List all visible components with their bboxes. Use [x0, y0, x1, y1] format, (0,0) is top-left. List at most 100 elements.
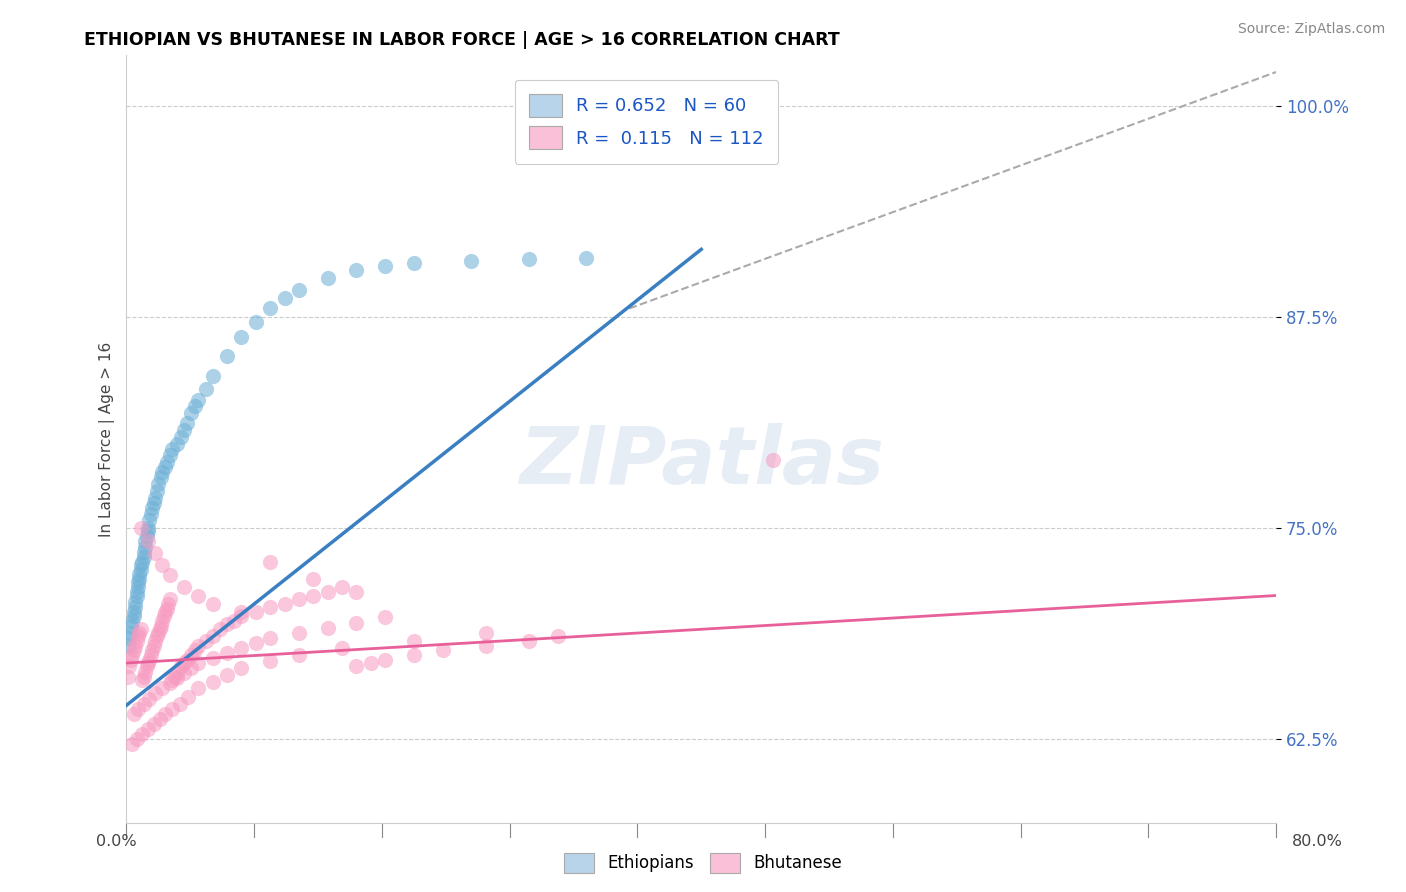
Point [231, 661, 253, 675]
Point [124, 595, 146, 609]
Point [187, 639, 209, 653]
Point [118, 659, 141, 673]
Point [273, 291, 295, 305]
Point [122, 608, 145, 623]
Point [575, 251, 598, 265]
Point [259, 654, 281, 668]
Point [132, 669, 155, 683]
Text: 80.0%: 80.0% [1292, 834, 1343, 849]
Point [136, 534, 159, 549]
Legend: Ethiopians, Bhutanese: Ethiopians, Bhutanese [557, 847, 849, 880]
Point [517, 634, 540, 648]
Point [128, 572, 150, 586]
Point [156, 602, 179, 616]
Point [180, 648, 202, 662]
Point [208, 622, 231, 636]
Point [245, 315, 267, 329]
Point [125, 634, 148, 648]
Point [194, 634, 217, 648]
Point [245, 606, 267, 620]
Point [134, 540, 156, 554]
Point [245, 636, 267, 650]
Point [194, 383, 217, 397]
Point [135, 529, 157, 543]
Point [153, 608, 176, 623]
Point [136, 524, 159, 539]
Point [173, 423, 195, 437]
Point [127, 701, 149, 715]
Point [121, 614, 143, 628]
Point [128, 625, 150, 640]
Point [159, 676, 181, 690]
Point [159, 568, 181, 582]
Point [141, 642, 163, 657]
Point [474, 625, 496, 640]
Point [162, 442, 184, 456]
Point [184, 642, 207, 657]
Point [187, 656, 209, 670]
Point [176, 653, 198, 667]
Point [127, 574, 149, 589]
Point [136, 521, 159, 535]
Point [762, 453, 785, 467]
Point [129, 558, 152, 573]
Point [117, 669, 139, 683]
Point [131, 555, 153, 569]
Point [374, 610, 396, 624]
Point [402, 634, 425, 648]
Point [152, 681, 174, 696]
Point [302, 589, 325, 603]
Point [201, 674, 224, 689]
Point [142, 639, 165, 653]
Point [344, 659, 367, 673]
Point [517, 252, 540, 267]
Point [330, 640, 353, 655]
Point [288, 648, 311, 662]
Point [143, 491, 166, 505]
Point [288, 283, 311, 297]
Point [201, 369, 224, 384]
Point [170, 430, 193, 444]
Point [169, 697, 191, 711]
Point [215, 646, 238, 660]
Point [129, 622, 152, 636]
Point [201, 651, 224, 665]
Point [157, 597, 180, 611]
Point [302, 572, 325, 586]
Point [187, 392, 209, 407]
Point [162, 673, 184, 687]
Point [215, 349, 238, 363]
Point [215, 668, 238, 682]
Point [152, 558, 174, 573]
Point [180, 661, 202, 675]
Point [402, 256, 425, 270]
Point [316, 621, 339, 635]
Point [128, 566, 150, 581]
Point [146, 477, 169, 491]
Point [177, 690, 200, 704]
Point [142, 495, 165, 509]
Point [139, 508, 162, 522]
Point [344, 615, 367, 630]
Point [155, 606, 177, 620]
Point [149, 619, 172, 633]
Point [215, 617, 238, 632]
Point [166, 671, 188, 685]
Point [136, 656, 159, 670]
Point [149, 470, 172, 484]
Point [132, 544, 155, 558]
Point [180, 406, 202, 420]
Point [231, 608, 253, 623]
Text: ZIPatlas: ZIPatlas [519, 424, 884, 501]
Point [124, 600, 146, 615]
Text: Source: ZipAtlas.com: Source: ZipAtlas.com [1237, 22, 1385, 37]
Point [360, 656, 382, 670]
Point [145, 629, 167, 643]
Point [170, 659, 193, 673]
Point [474, 639, 496, 653]
Point [187, 681, 209, 696]
Point [145, 483, 167, 498]
Point [231, 640, 253, 655]
Point [135, 659, 157, 673]
Point [120, 619, 142, 633]
